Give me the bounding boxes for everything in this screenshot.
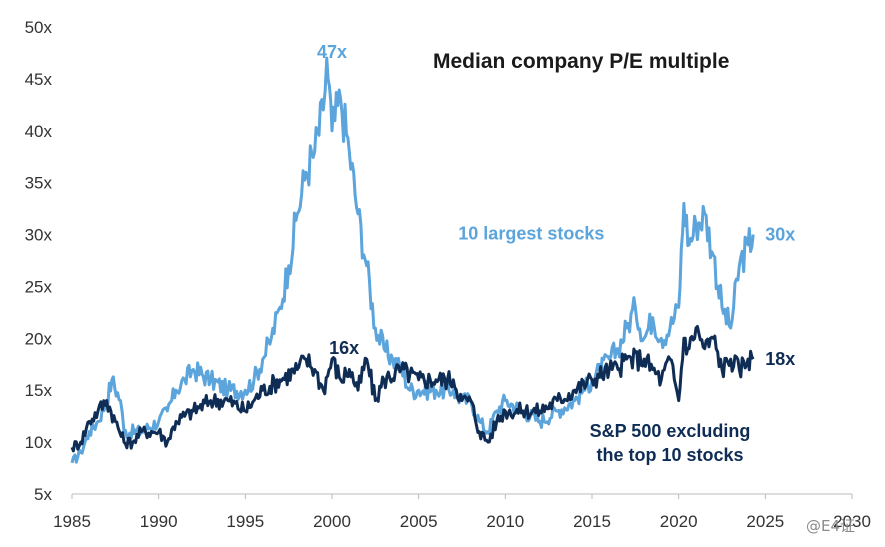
y-tick-label: 10x (25, 433, 53, 452)
watermark: @E4证 (806, 517, 855, 535)
y-axis-ticks: 5x 10x 15x 20x 25x 30x 35x 40x 45x 50x (25, 18, 53, 504)
y-tick-label: 15x (25, 381, 53, 400)
series-lines (70, 56, 755, 464)
y-tick-label: 50x (25, 18, 53, 37)
y-tick-label: 25x (25, 277, 53, 296)
y-tick-label: 30x (25, 226, 53, 245)
annotation-label: S&P 500 excluding (590, 421, 751, 441)
y-tick-label: 20x (25, 329, 53, 348)
end-labels: 30x 18x (765, 225, 795, 370)
x-tick-label: 2030 (833, 512, 871, 531)
y-tick-label: 45x (25, 70, 53, 89)
annotations: 47x 16x 10 largest stocks S&P 500 excluding… (317, 42, 750, 465)
x-tick-label: 1985 (53, 512, 91, 531)
annotation-label: 10 largest stocks (458, 224, 604, 244)
y-tick-label: 40x (25, 122, 53, 141)
y-tick-label: 5x (34, 485, 52, 504)
x-tick-label: 2005 (400, 512, 438, 531)
series-line-0 (70, 56, 755, 464)
annotation-label: the top 10 stocks (596, 445, 743, 465)
series-end-label-0: 30x (765, 225, 795, 245)
chart-title: Median company P/E multiple (433, 50, 729, 73)
x-tick-label: 1990 (140, 512, 178, 531)
series-line-1 (70, 325, 755, 453)
series-end-label-1: 18x (765, 349, 795, 369)
x-axis-ticks: 1985 1990 1995 2000 2005 2010 2015 2020 2025 2030 (53, 494, 871, 531)
x-tick-label: 2015 (573, 512, 611, 531)
x-tick-label: 2020 (660, 512, 698, 531)
x-tick-label: 2010 (486, 512, 524, 531)
x-tick-label: 1995 (226, 512, 264, 531)
x-tick-label: 2025 (746, 512, 784, 531)
annotation-label: 47x (317, 42, 347, 62)
annotation-label: 16x (329, 338, 359, 358)
x-tick-label: 2000 (313, 512, 351, 531)
y-tick-label: 35x (25, 174, 53, 193)
